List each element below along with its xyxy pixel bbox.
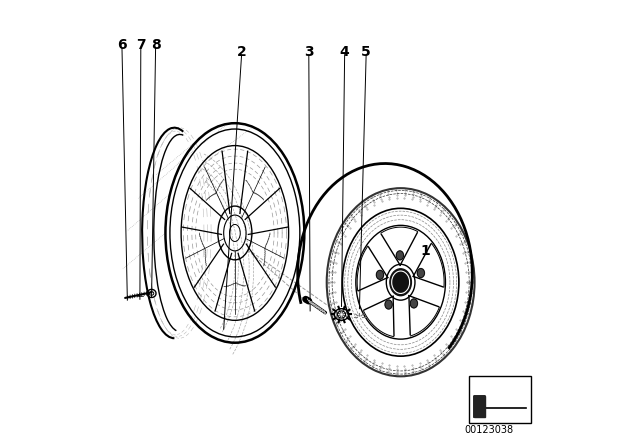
Text: 6: 6 [117, 38, 127, 52]
Ellipse shape [385, 300, 392, 309]
Text: 8: 8 [150, 38, 161, 52]
Ellipse shape [396, 251, 403, 260]
Text: 7: 7 [136, 38, 146, 52]
Ellipse shape [390, 269, 412, 296]
Text: 3: 3 [304, 44, 314, 59]
Text: 5: 5 [361, 44, 371, 59]
Ellipse shape [376, 270, 383, 279]
Text: 00123038: 00123038 [464, 425, 513, 435]
Ellipse shape [410, 299, 417, 308]
Text: 4: 4 [340, 44, 349, 59]
Bar [474, 396, 485, 417]
Text: 1: 1 [420, 244, 430, 258]
Bar [469, 376, 531, 423]
Ellipse shape [417, 268, 424, 277]
Text: 2: 2 [237, 44, 246, 59]
